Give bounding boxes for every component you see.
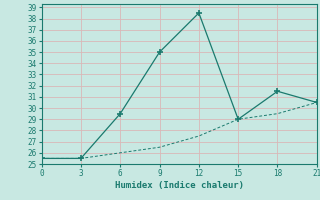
X-axis label: Humidex (Indice chaleur): Humidex (Indice chaleur) (115, 181, 244, 190)
